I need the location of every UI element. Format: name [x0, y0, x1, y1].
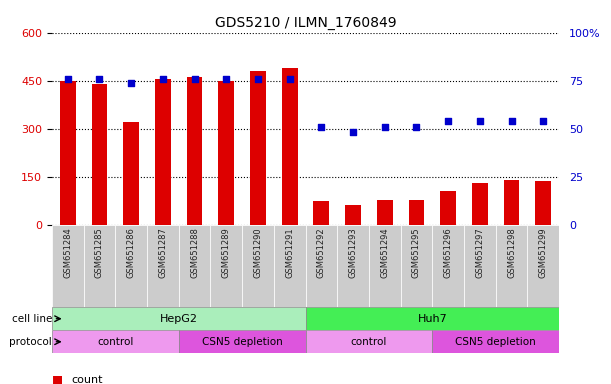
Text: GSM651286: GSM651286 — [126, 227, 136, 278]
Point — [412, 124, 422, 130]
Bar — [464, 225, 496, 307]
Bar — [218, 81, 234, 225]
Text: GSM651292: GSM651292 — [317, 227, 326, 278]
Bar — [306, 225, 337, 307]
Bar — [369, 225, 401, 307]
Text: GSM651294: GSM651294 — [380, 227, 389, 278]
Text: control: control — [351, 337, 387, 347]
Text: cell line: cell line — [12, 314, 52, 324]
Point — [221, 76, 231, 82]
Point — [253, 76, 263, 82]
Point — [126, 79, 136, 86]
Bar — [401, 225, 433, 307]
Text: count: count — [71, 375, 103, 384]
Point — [63, 76, 73, 82]
Bar — [345, 205, 361, 225]
Bar — [52, 225, 84, 307]
Text: CSN5 depletion: CSN5 depletion — [455, 337, 536, 347]
Bar — [472, 183, 488, 225]
Text: GSM651297: GSM651297 — [475, 227, 485, 278]
Bar — [433, 330, 559, 353]
Point — [443, 118, 453, 124]
Bar — [250, 71, 266, 225]
Text: GSM651291: GSM651291 — [285, 227, 294, 278]
Text: HepG2: HepG2 — [159, 314, 198, 324]
Bar — [84, 225, 115, 307]
Bar — [337, 225, 369, 307]
Point — [348, 129, 358, 136]
Text: GSM651296: GSM651296 — [444, 227, 453, 278]
Point — [316, 124, 326, 130]
Bar — [52, 330, 179, 353]
Bar — [527, 225, 559, 307]
Bar — [409, 200, 425, 225]
Bar — [179, 330, 306, 353]
Text: Huh7: Huh7 — [417, 314, 447, 324]
Bar — [440, 191, 456, 225]
Point — [475, 118, 485, 124]
Point — [507, 118, 516, 124]
Text: GSM651285: GSM651285 — [95, 227, 104, 278]
Bar — [313, 201, 329, 225]
Text: GSM651293: GSM651293 — [348, 227, 357, 278]
Bar — [60, 81, 76, 225]
Bar — [92, 84, 108, 225]
Text: GSM651290: GSM651290 — [254, 227, 263, 278]
Text: GSM651298: GSM651298 — [507, 227, 516, 278]
Text: GSM651295: GSM651295 — [412, 227, 421, 278]
Bar — [306, 330, 433, 353]
Point — [95, 76, 104, 82]
Title: GDS5210 / ILMN_1760849: GDS5210 / ILMN_1760849 — [214, 16, 397, 30]
Bar — [535, 182, 551, 225]
Text: GSM651287: GSM651287 — [158, 227, 167, 278]
Bar — [503, 180, 519, 225]
Text: GSM651299: GSM651299 — [539, 227, 547, 278]
Bar — [242, 225, 274, 307]
Bar — [115, 225, 147, 307]
Bar — [186, 77, 202, 225]
Bar — [306, 307, 559, 330]
Bar — [52, 307, 306, 330]
Bar — [147, 225, 179, 307]
Bar — [377, 200, 393, 225]
Text: GSM651289: GSM651289 — [222, 227, 231, 278]
Point — [285, 76, 295, 82]
Bar — [155, 79, 171, 225]
Bar — [274, 225, 306, 307]
Text: control: control — [97, 337, 134, 347]
Text: protocol: protocol — [9, 337, 52, 347]
Point — [158, 76, 168, 82]
Bar — [179, 225, 210, 307]
Bar — [210, 225, 242, 307]
Text: ■: ■ — [52, 374, 63, 384]
Bar — [282, 68, 298, 225]
Text: GSM651288: GSM651288 — [190, 227, 199, 278]
Bar — [123, 122, 139, 225]
Text: CSN5 depletion: CSN5 depletion — [202, 337, 282, 347]
Bar — [433, 225, 464, 307]
Text: GSM651284: GSM651284 — [64, 227, 72, 278]
Point — [189, 76, 199, 82]
Bar — [496, 225, 527, 307]
Point — [380, 124, 390, 130]
Point — [538, 118, 548, 124]
